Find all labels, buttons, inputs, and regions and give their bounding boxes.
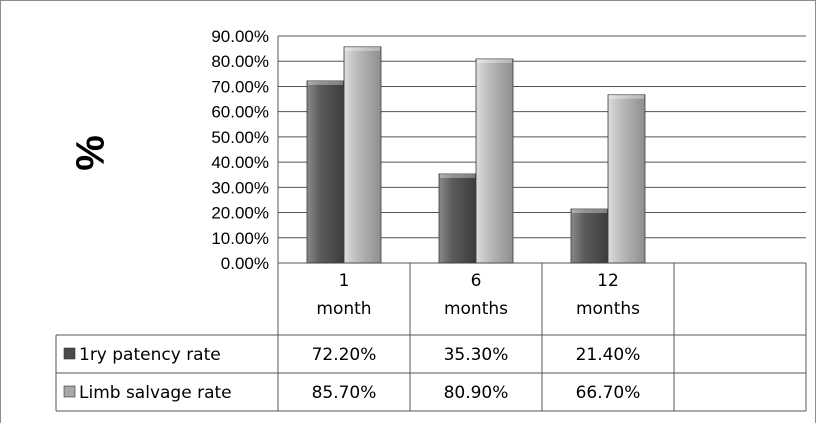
bar-top-highlight [609,94,644,99]
y-tick-label: 60.00% [211,103,269,122]
bar-patency [570,208,609,264]
bar-top-highlight [345,46,380,51]
y-tick-label: 80.00% [211,52,269,71]
legend-entry: Limb salvage rate [79,383,232,403]
y-tick-label: 20.00% [211,204,269,223]
y-tick-label: 90.00% [211,27,269,46]
y-tick-label: 10.00% [211,229,269,248]
data-label: 85.70% [312,383,377,403]
bar-limb-salvage [607,94,646,264]
y-tick-label: 0.00% [221,254,269,273]
bars [306,46,646,264]
x-category-label: month [316,299,371,319]
data-label: 35.30% [444,345,509,365]
bar-patency [438,173,477,264]
x-category-label: months [576,299,640,319]
x-category-label: 12 [597,271,619,291]
y-tick-label: 50.00% [211,128,269,147]
x-category-label: months [444,299,508,319]
y-axis-ticks: 0.00% 10.00% 20.00% 30.00% 40.00% 50.00% 60.00… [211,27,269,273]
legend-swatch [63,347,76,360]
y-axis-label: % [69,135,113,171]
data-label: 72.20% [312,345,377,365]
y-tick-label: 70.00% [211,77,269,96]
bar-patency [306,80,345,264]
y-tick-label: 30.00% [211,178,269,197]
bar-top-highlight [440,173,475,178]
data-table: 1 month 6 months 12 months 1ry patency rate 72.… [55,263,807,412]
legend-swatch [63,385,76,398]
data-label: 66.70% [576,383,641,403]
bar-limb-salvage [475,58,514,264]
y-tick-label: 40.00% [211,153,269,172]
x-category-label: 1 [339,271,350,291]
legend-entry: 1ry patency rate [79,345,221,365]
x-category-label: 6 [471,271,482,291]
bar-top-highlight [308,80,343,85]
bar-limb-salvage [343,46,382,264]
data-label: 80.90% [444,383,509,403]
bar-top-highlight [572,209,607,214]
bar-top-highlight [477,58,512,63]
data-label: 21.40% [576,345,641,365]
